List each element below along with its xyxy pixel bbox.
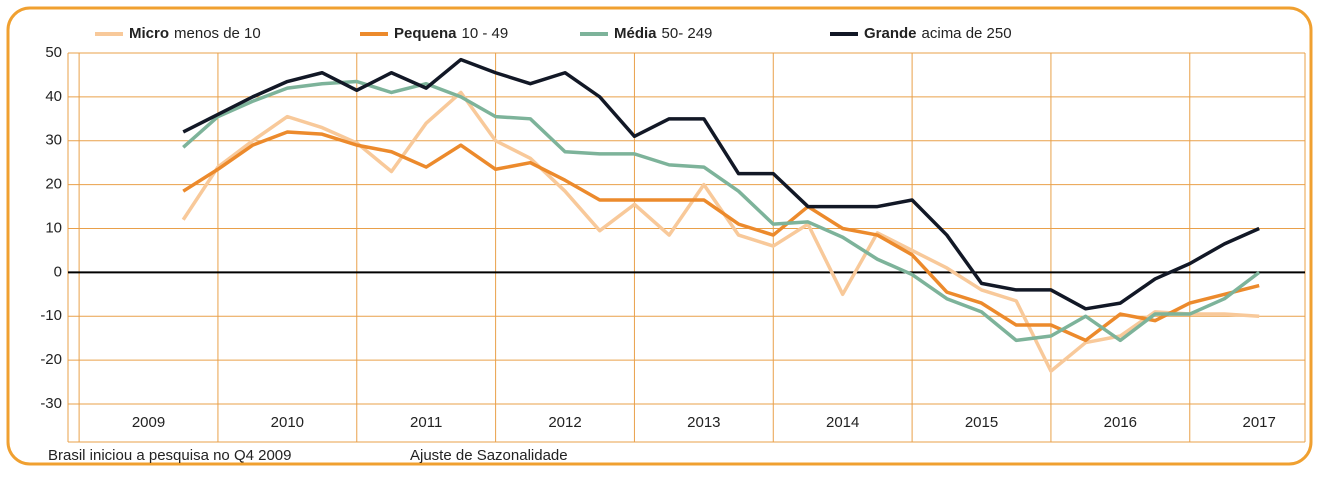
y-tick-label: 50 bbox=[45, 44, 62, 61]
x-tick-label: 2017 bbox=[1242, 414, 1275, 431]
frame bbox=[6, 6, 1313, 466]
x-tick-label: 2011 bbox=[410, 414, 442, 431]
x-tick-label: 2013 bbox=[687, 414, 720, 431]
legend-label: Média 50- 249 bbox=[614, 25, 712, 42]
footnote: Ajuste de Sazonalidade bbox=[410, 447, 568, 464]
series-line bbox=[182, 130, 1260, 343]
x-tick-label: 2014 bbox=[826, 414, 859, 431]
y-tick-label: 30 bbox=[45, 132, 62, 149]
y-tick-label: 20 bbox=[45, 176, 62, 193]
legend-description: menos de 10 bbox=[174, 25, 261, 42]
x-tick-label: 2009 bbox=[132, 414, 165, 431]
legend-description: 10 - 49 bbox=[462, 25, 509, 42]
legend-description: 50- 249 bbox=[662, 25, 713, 42]
y-tick-label: 40 bbox=[45, 88, 62, 105]
y-tick-label: -20 bbox=[40, 351, 62, 368]
legend-description: acima de 250 bbox=[922, 25, 1012, 42]
y-tick-label: -30 bbox=[40, 395, 62, 412]
legend-label: Micro menos de 10 bbox=[129, 25, 261, 42]
footnote: Brasil iniciou a pesquisa no Q4 2009 bbox=[48, 447, 292, 464]
legend-label: Pequena 10 - 49 bbox=[394, 25, 508, 42]
legend-label: Grande acima de 250 bbox=[864, 25, 1012, 42]
series-line bbox=[182, 79, 1261, 343]
legend-name: Média bbox=[614, 25, 657, 42]
y-tick-label: -10 bbox=[40, 307, 62, 324]
x-tick-label: 2010 bbox=[271, 414, 304, 431]
legend-name: Pequena bbox=[394, 25, 457, 42]
legend-name: Grande bbox=[864, 25, 917, 42]
x-tick-label: 2012 bbox=[548, 414, 581, 431]
legend-name: Micro bbox=[129, 25, 169, 42]
y-tick-label: 0 bbox=[54, 263, 62, 280]
x-tick-label: 2015 bbox=[965, 414, 998, 431]
y-tick-label: 10 bbox=[45, 219, 62, 236]
series-line bbox=[182, 57, 1260, 311]
x-tick-label: 2016 bbox=[1104, 414, 1137, 431]
